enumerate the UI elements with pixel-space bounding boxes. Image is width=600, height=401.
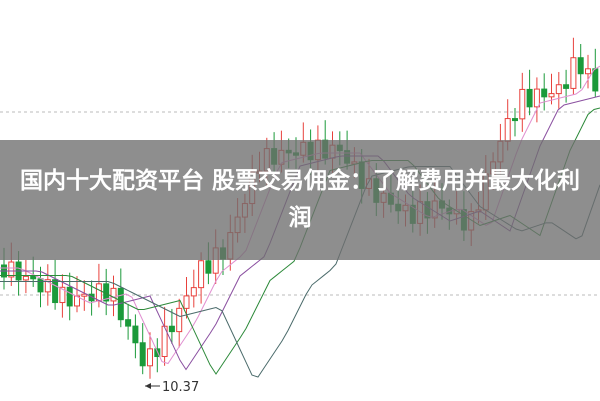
candle-body — [95, 283, 102, 302]
low-label: 10.37 — [162, 380, 199, 395]
title-banner: 国内十大配资平台 股票交易佣金：了解费用并最大化利润 — [0, 140, 600, 260]
candle-body — [541, 88, 548, 98]
candle-body — [37, 278, 44, 293]
candle-body — [110, 287, 117, 302]
candle-body — [512, 118, 518, 122]
low-arrow-head — [145, 383, 151, 389]
candle-body — [81, 293, 88, 297]
candle-body — [22, 275, 29, 281]
candle-body — [205, 260, 212, 274]
candle-body — [8, 261, 15, 278]
candle-body — [519, 88, 526, 120]
candle-body — [52, 279, 59, 304]
candle-body — [533, 88, 540, 108]
candle-body — [585, 68, 591, 75]
candle-body — [592, 68, 599, 92]
candle-body — [555, 84, 562, 95]
candle-body — [526, 88, 533, 108]
candle-body — [30, 275, 37, 280]
candle-body — [88, 293, 95, 302]
candle-body — [66, 286, 73, 307]
candle-body — [570, 57, 577, 89]
candle-body — [59, 286, 66, 304]
candle-body — [563, 84, 570, 89]
candle-body — [125, 319, 132, 327]
candle-body — [190, 287, 197, 297]
candle-body — [147, 348, 153, 367]
candle-body — [176, 307, 183, 333]
candle-body — [577, 57, 584, 75]
candle-body — [44, 279, 51, 293]
candle-body — [132, 325, 139, 344]
candle-body — [504, 118, 511, 142]
candle-body — [168, 325, 175, 333]
candle-body — [183, 295, 190, 309]
title: 国内十大配资平台 股票交易佣金：了解费用并最大化利润 — [19, 168, 580, 231]
candle-body — [139, 342, 146, 367]
candle-body — [198, 260, 205, 289]
candle-body — [548, 93, 555, 98]
